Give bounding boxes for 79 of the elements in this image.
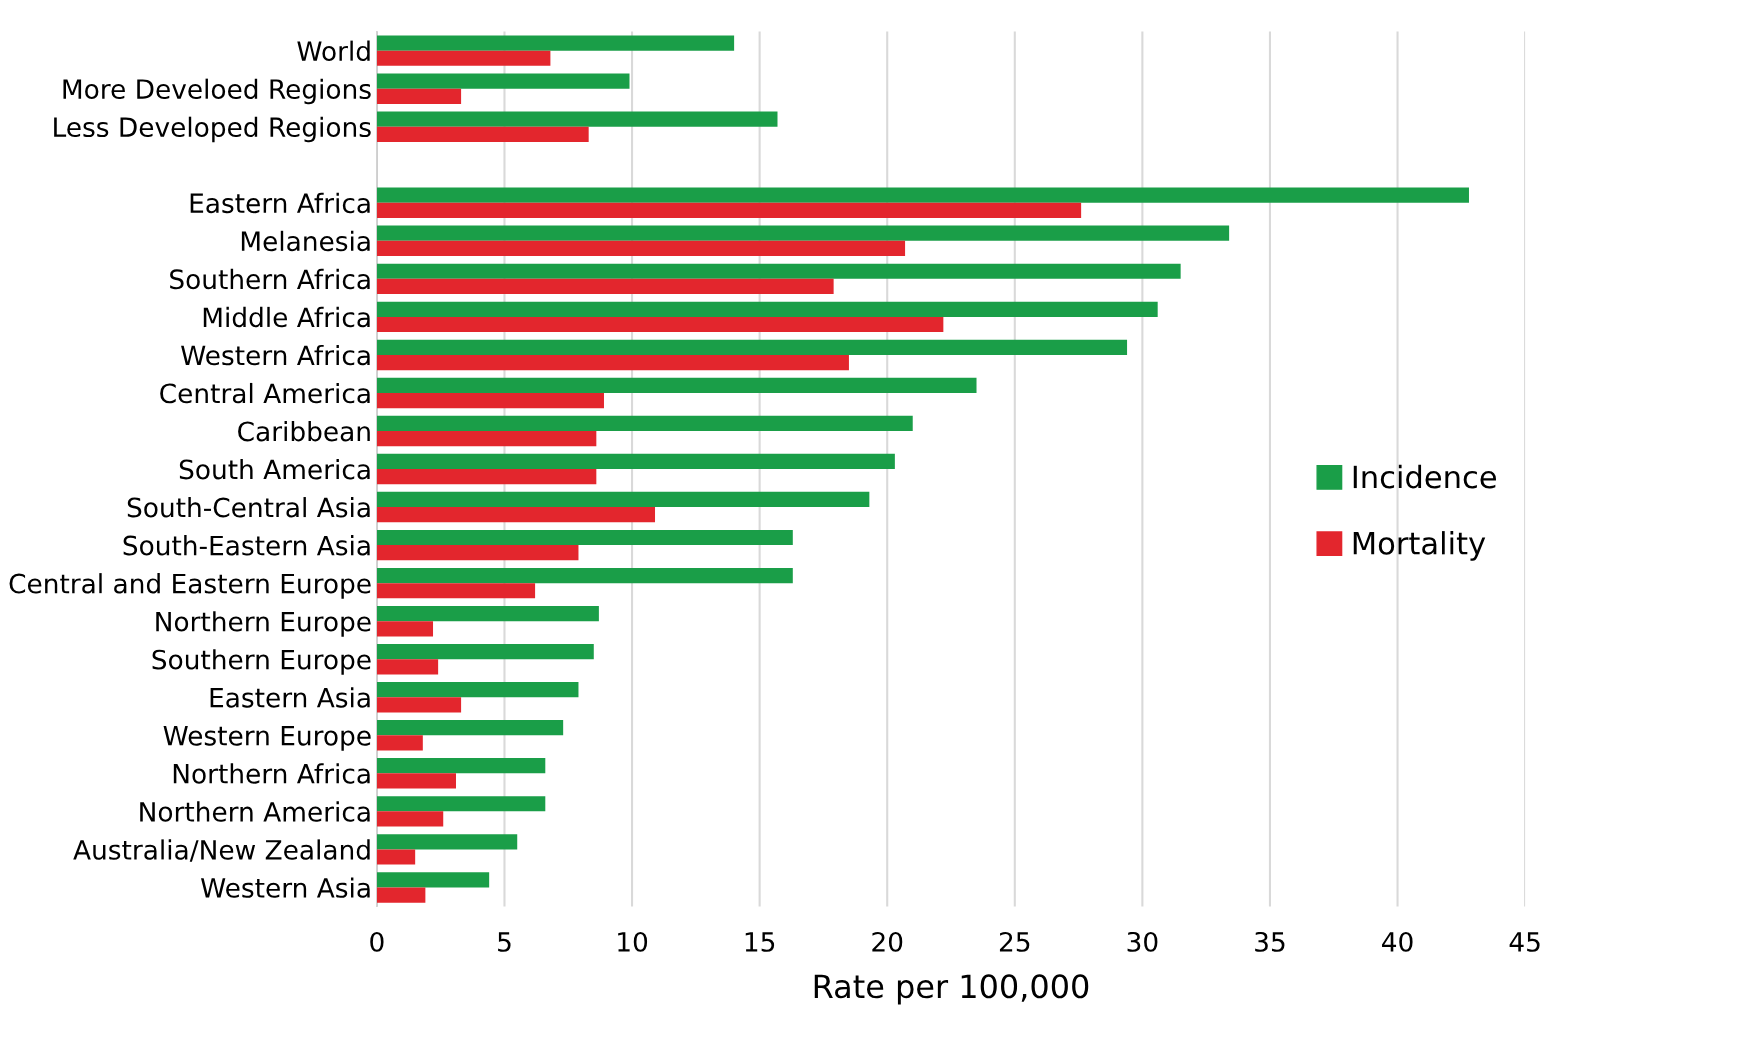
bar bbox=[376, 240, 906, 257]
bar bbox=[376, 263, 1181, 279]
x-tick-label: 10 bbox=[618, 931, 648, 952]
bar bbox=[376, 225, 1230, 241]
x-tick-label: 45 bbox=[1509, 932, 1540, 952]
x-tick-label: 0 bbox=[370, 931, 384, 952]
bar bbox=[376, 887, 426, 903]
bar bbox=[376, 301, 1158, 317]
y-tick-label: World bbox=[297, 40, 370, 62]
bar bbox=[376, 682, 579, 698]
legend-label: Mortality bbox=[1353, 531, 1486, 561]
x-tick-label: 15 bbox=[745, 932, 775, 952]
y-tick-label: Central and Eastern Europe bbox=[9, 573, 371, 599]
y-tick-label: Northern America bbox=[140, 801, 370, 822]
bar bbox=[376, 88, 462, 104]
y-tick-label: Middle Africa bbox=[203, 306, 370, 328]
bar bbox=[376, 187, 1469, 203]
x-tick-label: 30 bbox=[1127, 931, 1158, 952]
x-axis-title: Rate per 100,000 bbox=[814, 974, 1089, 1005]
bar bbox=[376, 415, 913, 431]
x-tick-label: 25 bbox=[999, 931, 1030, 952]
y-tick-label: Western Europe bbox=[163, 726, 371, 751]
x-tick-label: 40 bbox=[1382, 931, 1413, 952]
bar bbox=[376, 872, 490, 888]
y-tick-label: Eastern Asia bbox=[210, 687, 370, 708]
bar bbox=[376, 453, 895, 470]
y-tick-label: Less Developed Regions bbox=[54, 116, 371, 143]
bar bbox=[376, 507, 656, 523]
y-tick-label: Australia/New Zealand bbox=[73, 839, 370, 862]
bar bbox=[376, 73, 630, 89]
y-tick-label: Northern Europe bbox=[156, 611, 371, 637]
y-tick-label: More Develoed Regions bbox=[63, 78, 371, 105]
bar bbox=[376, 659, 439, 675]
bar bbox=[376, 849, 416, 865]
bar bbox=[376, 758, 546, 774]
y-tick-label: Western Asia bbox=[201, 877, 370, 898]
bar bbox=[376, 545, 579, 561]
bar bbox=[376, 720, 564, 736]
x-tick-label: 5 bbox=[498, 932, 511, 952]
y-tick-label: South-Eastern Asia bbox=[123, 535, 370, 556]
bar bbox=[376, 35, 735, 51]
bar bbox=[376, 605, 599, 622]
bar bbox=[376, 811, 444, 827]
bar bbox=[376, 430, 597, 447]
y-tick-label: Melanesia bbox=[241, 230, 370, 252]
bar bbox=[376, 202, 1082, 218]
bar bbox=[376, 583, 536, 599]
bar bbox=[376, 392, 604, 409]
bar bbox=[376, 354, 849, 371]
bar bbox=[376, 796, 546, 812]
y-tick-label: Eastern Africa bbox=[190, 192, 370, 214]
bar bbox=[376, 735, 423, 751]
bar bbox=[376, 50, 551, 66]
bar bbox=[376, 621, 434, 637]
bar bbox=[376, 339, 1128, 355]
bar bbox=[376, 529, 793, 546]
bar bbox=[376, 111, 778, 127]
bar bbox=[376, 316, 944, 333]
bar bbox=[376, 773, 456, 789]
bar bbox=[376, 567, 793, 584]
x-tick-label: 20 bbox=[872, 931, 903, 952]
bar bbox=[376, 697, 462, 713]
y-tick-label: Caribbean bbox=[238, 420, 370, 442]
bar bbox=[376, 469, 597, 485]
bar bbox=[376, 643, 594, 660]
y-tick-label: Southern Europe bbox=[152, 649, 371, 675]
y-tick-label: Northern Africa bbox=[173, 763, 370, 784]
y-tick-label: Western Africa bbox=[181, 344, 370, 366]
legend-label: Incidence bbox=[1353, 464, 1496, 489]
bar bbox=[376, 834, 518, 850]
y-tick-label: Southern Africa bbox=[170, 268, 370, 290]
y-tick-label: South-Central Asia bbox=[127, 497, 370, 518]
x-tick-label: 35 bbox=[1255, 931, 1285, 952]
bar bbox=[376, 491, 870, 508]
y-tick-label: South America bbox=[179, 459, 370, 480]
y-tick-label: Central America bbox=[160, 382, 370, 404]
bar bbox=[376, 126, 589, 142]
bar bbox=[376, 278, 834, 295]
bar bbox=[376, 377, 977, 393]
